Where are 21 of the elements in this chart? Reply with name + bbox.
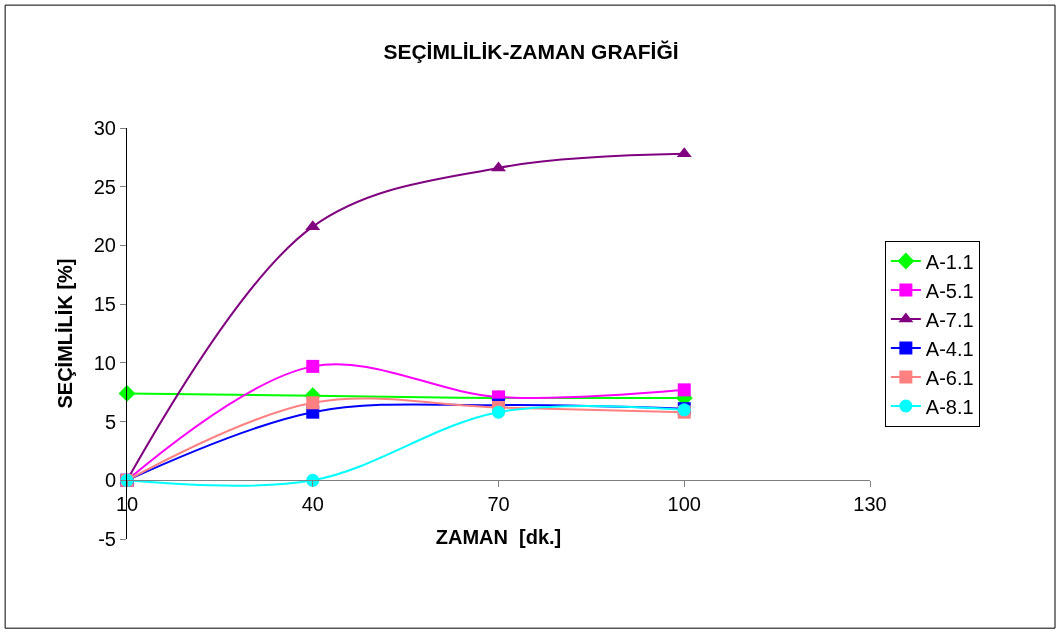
x-axis-title: ZAMAN [dk.]: [435, 525, 562, 548]
y-tick-label: 25: [93, 175, 116, 198]
y-tick-label: 5: [104, 410, 116, 433]
y-tick-label: 10: [93, 351, 116, 374]
legend-label: A-8.1: [925, 395, 974, 418]
y-tick-label: 20: [93, 234, 116, 257]
chart-title: SEÇİMLİLİK-ZAMAN GRAFİĞİ: [383, 40, 679, 64]
y-tick-label: -5: [98, 528, 116, 550]
y-tick-label: 30: [93, 117, 116, 139]
y-axis-title: SEÇİMLİLİK [%]: [54, 258, 77, 409]
x-tick-label: 100: [667, 493, 701, 516]
legend-label: A-6.1: [925, 366, 974, 389]
x-tick-label: 70: [487, 493, 510, 516]
legend-label: A-4.1: [925, 337, 974, 360]
legend-label: A-7.1: [925, 308, 974, 331]
y-tick-label: 15: [93, 293, 116, 316]
y-tick-label: 0: [104, 469, 116, 492]
legend-label: A-1.1: [925, 250, 974, 273]
x-tick-label: 130: [853, 493, 887, 516]
legend-label: A-5.1: [925, 279, 974, 302]
x-tick-label: 40: [301, 493, 324, 516]
